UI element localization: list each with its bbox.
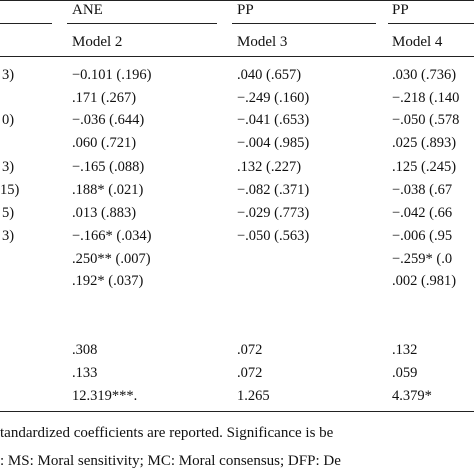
- table-cell: .002 (.981): [392, 273, 457, 289]
- left-underline: [0, 23, 52, 24]
- summary-cell: .133: [72, 365, 98, 381]
- summary-cell: 4.379*: [392, 388, 432, 404]
- table-cell: −.004 (.985): [237, 135, 310, 151]
- group-underline-2: [232, 23, 376, 24]
- model-header-3: Model 3: [237, 34, 288, 50]
- table-cell: −.029 (.773): [237, 205, 310, 221]
- table-cell: .125 (.245): [392, 159, 457, 175]
- group-header-pp-1: PP: [237, 2, 254, 18]
- table-cell: .132 (.227): [237, 159, 302, 175]
- summary-cell: .308: [72, 342, 98, 358]
- table-cell: −.165 (.088): [72, 159, 145, 175]
- model-header-4: Model 4: [392, 34, 443, 50]
- group-underline-1: [67, 23, 217, 24]
- table-cell: −.041 (.653): [237, 112, 310, 128]
- summary-cell: .072: [237, 365, 263, 381]
- table-cell: .025 (.893): [392, 135, 457, 151]
- table-cell: −.249 (.160): [237, 90, 310, 106]
- table-cell: .013 (.883): [72, 205, 137, 221]
- group-underline-3: [388, 23, 474, 24]
- left-fragment: 15): [0, 182, 20, 198]
- table-cell: −.259* (.0: [392, 251, 453, 267]
- summary-cell: .072: [237, 342, 263, 358]
- group-header-ane: ANE: [72, 2, 103, 18]
- table-cell: −.218 (.140: [392, 90, 460, 106]
- header-bottom-rule: [0, 56, 474, 57]
- footnote-line-2: : MS: Moral sensitivity; MC: Moral conse…: [0, 453, 341, 469]
- summary-cell: 1.265: [237, 388, 270, 404]
- table-cell: .188* (.021): [72, 182, 144, 198]
- table-top-rule: [0, 0, 474, 1]
- table-cell: .040 (.657): [237, 67, 302, 83]
- summary-cell: 12.319***.: [72, 388, 138, 404]
- table-cell: .030 (.736): [392, 67, 457, 83]
- left-fragment: 3): [2, 228, 15, 244]
- summary-cell: .132: [392, 342, 418, 358]
- model-header-2: Model 2: [72, 34, 123, 50]
- left-fragment: 3): [2, 159, 15, 175]
- footnote-line-1: tandardized coefficients are reported. S…: [0, 425, 334, 441]
- table-cell: .192* (.037): [72, 273, 144, 289]
- table-cell: −0.101 (.196): [72, 67, 152, 83]
- table-bottom-rule: [0, 411, 474, 412]
- group-header-pp-2: PP: [392, 2, 409, 18]
- table-cell: −.050 (.578: [392, 112, 460, 128]
- summary-cell: .059: [392, 365, 418, 381]
- table-cell: −.166* (.034): [72, 228, 152, 244]
- table-cell: −.082 (.371): [237, 182, 310, 198]
- left-fragment: 3): [2, 67, 15, 83]
- left-fragment: 5): [2, 205, 15, 221]
- table-cell: −.050 (.563): [237, 228, 310, 244]
- table-cell: .250** (.007): [72, 251, 151, 267]
- table-cell: .060 (.721): [72, 135, 137, 151]
- table-cell: −.038 (.67: [392, 182, 453, 198]
- left-fragment: 0): [2, 112, 15, 128]
- table-cell: .171 (.267): [72, 90, 137, 106]
- table-cell: −.036 (.644): [72, 112, 145, 128]
- table-cell: −.042 (.66: [392, 205, 453, 221]
- table-cell: −.006 (.95: [392, 228, 453, 244]
